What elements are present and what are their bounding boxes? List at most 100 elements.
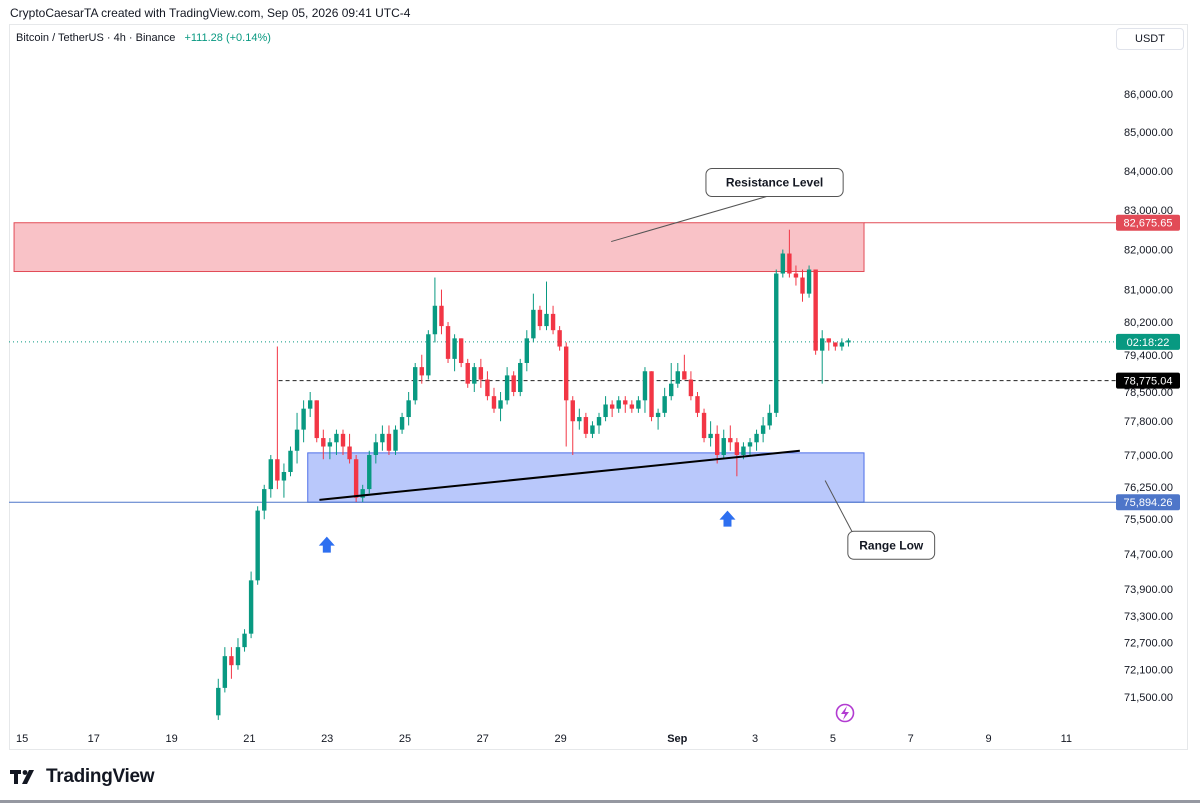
candle-body — [793, 273, 799, 278]
price-label-text: 75,894.26 — [1124, 497, 1173, 509]
candle-body — [294, 429, 300, 451]
candle-down — [583, 412, 589, 439]
candle-body — [472, 367, 477, 384]
candle-body — [570, 400, 575, 422]
candle-body — [222, 656, 228, 688]
chart-frame — [9, 24, 1188, 750]
candle-body — [419, 367, 424, 376]
candle-down — [537, 305, 543, 331]
y-tick-label: 83,000.00 — [1124, 205, 1173, 217]
x-tick-label: 17 — [88, 733, 100, 745]
y-tick-label: 73,300.00 — [1124, 611, 1173, 623]
candle-up — [780, 249, 786, 278]
candle-body — [537, 309, 543, 327]
candle-body — [413, 367, 418, 401]
candle-body — [373, 442, 379, 455]
candle-down — [688, 371, 694, 401]
candle-up — [721, 429, 726, 460]
candle-body — [787, 253, 792, 274]
candle-body — [734, 442, 740, 455]
candle-body — [426, 334, 431, 376]
candle-body — [563, 346, 569, 401]
y-tick-label: 80,200.00 — [1124, 317, 1173, 329]
candle-body — [616, 400, 621, 409]
x-tick-label: 11 — [1061, 733, 1072, 745]
candle-down — [649, 371, 654, 422]
candle-up — [327, 438, 333, 460]
candle-body — [623, 400, 628, 405]
candle-down — [813, 269, 818, 355]
candle-up — [806, 265, 812, 298]
candle-body — [511, 375, 516, 392]
candle-body — [380, 433, 385, 443]
y-tick-label: 72,700.00 — [1124, 638, 1173, 650]
price-label-box — [1116, 214, 1180, 231]
candle-body — [314, 400, 319, 439]
candle-body — [701, 412, 707, 439]
price-label-box — [1116, 372, 1180, 389]
candle-up — [472, 362, 477, 392]
candle-body — [281, 471, 287, 481]
candle-up — [774, 269, 779, 418]
up-arrow-icon — [318, 536, 335, 553]
candle-body — [577, 417, 582, 422]
candle-body — [262, 489, 267, 511]
y-tick-label: 82,000.00 — [1124, 245, 1173, 257]
candle-up — [767, 404, 772, 430]
candle-up — [216, 678, 221, 720]
candle-body — [675, 371, 680, 384]
candle-down — [465, 358, 470, 388]
y-tick-label: 71,500.00 — [1124, 692, 1173, 704]
candle-body — [367, 454, 372, 490]
candle-down — [833, 342, 838, 351]
candle-down — [275, 346, 280, 490]
candle-up — [747, 438, 753, 455]
candle-down — [609, 400, 615, 418]
candle-body — [583, 417, 589, 434]
candle-body — [439, 305, 444, 327]
candle-up — [242, 629, 247, 652]
candle-body — [386, 433, 392, 451]
tradingview-logo[interactable]: TradingView — [10, 766, 155, 788]
candle-body — [774, 273, 779, 413]
candle-body — [399, 417, 405, 430]
candle-body — [327, 442, 333, 447]
candle-up — [642, 367, 648, 413]
candle-body — [557, 330, 562, 347]
candle-body — [353, 459, 359, 498]
x-tick-label: 3 — [752, 733, 758, 745]
candle-body — [550, 313, 556, 331]
price-change: +111.28 (+0.14%) — [184, 32, 271, 44]
x-tick-label: 5 — [830, 733, 836, 745]
candle-body — [406, 400, 411, 418]
x-tick-label: 25 — [399, 733, 411, 745]
candle-down — [629, 400, 635, 413]
candle-up — [432, 277, 438, 343]
candle-body — [491, 396, 497, 409]
candle-body — [301, 408, 306, 430]
candle-up — [669, 362, 674, 401]
currency-button[interactable]: USDT — [1116, 28, 1184, 50]
candle-body — [518, 362, 523, 392]
candle-body — [229, 656, 234, 666]
candle-body — [629, 404, 635, 409]
candle-body — [728, 438, 733, 443]
candle-body — [268, 459, 273, 490]
price-label-text: 02:18:22 — [1127, 337, 1170, 349]
candle-body — [655, 412, 661, 418]
price-label-dashed: 78,775.04 — [1116, 372, 1180, 389]
candle-up — [708, 421, 713, 447]
candle-down — [714, 425, 720, 464]
candle-up — [413, 362, 418, 405]
candle-down — [557, 326, 562, 351]
candle-body — [340, 433, 346, 447]
candle-body — [596, 417, 602, 426]
candle-body — [662, 396, 667, 413]
candle-body — [235, 647, 241, 666]
candle-up — [294, 412, 300, 464]
y-tick-label: 74,700.00 — [1124, 549, 1173, 561]
trendline — [319, 449, 800, 501]
price-label-text: 82,675.65 — [1124, 218, 1173, 230]
symbol-name: Bitcoin / TetherUS · 4h · Binance — [16, 32, 176, 44]
